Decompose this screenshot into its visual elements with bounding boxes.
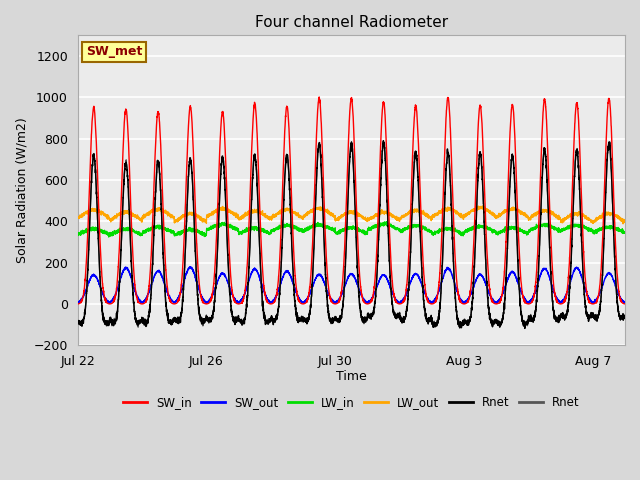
Text: SW_met: SW_met [86, 46, 142, 59]
Title: Four channel Radiometer: Four channel Radiometer [255, 15, 448, 30]
Legend: SW_in, SW_out, LW_in, LW_out, Rnet, Rnet: SW_in, SW_out, LW_in, LW_out, Rnet, Rnet [118, 392, 584, 414]
X-axis label: Time: Time [336, 370, 367, 383]
Y-axis label: Solar Radiation (W/m2): Solar Radiation (W/m2) [15, 118, 28, 263]
